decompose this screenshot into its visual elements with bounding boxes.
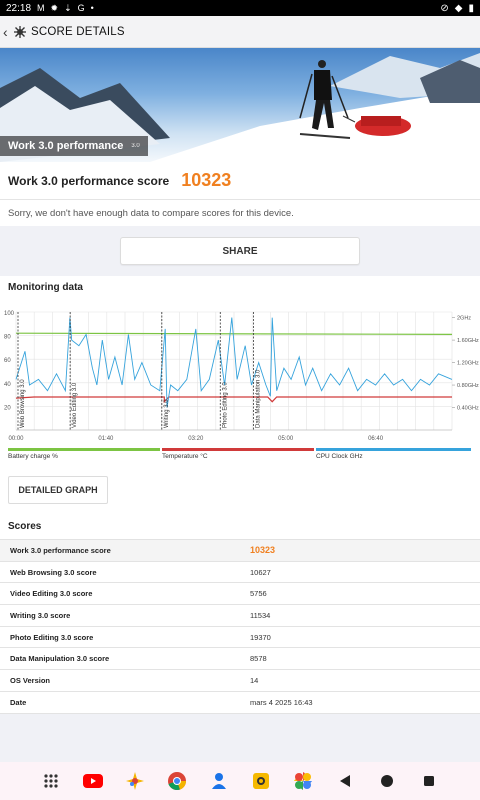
- hero-image: [0, 53, 480, 162]
- back-icon[interactable]: [334, 770, 356, 792]
- row-value: 10627: [250, 567, 271, 577]
- gmail-icon: M: [37, 3, 45, 13]
- dot-icon: •: [90, 3, 94, 13]
- row-label: OS Version: [10, 675, 51, 685]
- monitoring-title: Monitoring data: [8, 282, 83, 293]
- hero-version: 3.0: [131, 143, 140, 149]
- y-left-tick-label: 100: [4, 311, 15, 317]
- detailed-graph-button[interactable]: DETAILED GRAPH: [8, 476, 108, 504]
- google-icon: G: [77, 3, 85, 13]
- legend-battery-label: Battery charge %: [8, 453, 58, 460]
- nav-bar: [0, 762, 480, 800]
- y-left-tick-label: 40: [4, 382, 11, 388]
- share-button[interactable]: SHARE: [120, 237, 360, 265]
- x-tick-label: 03:20: [188, 436, 204, 442]
- test-marker-label: Data Manipulation 3.0: [256, 369, 262, 428]
- app-bar: ‹ SCORE DETAILS: [0, 16, 480, 48]
- y-left-tick-label: 80: [4, 335, 11, 341]
- monitoring-section: Monitoring data 100 80 60 40 20 2GHz 1.60GHz 1.…: [0, 276, 480, 514]
- series-line-battery: [15, 332, 453, 335]
- wifi-icon: ◆: [454, 2, 463, 14]
- photos-icon[interactable]: [292, 770, 314, 792]
- y-right-tick-label: 1.20GHz: [457, 361, 479, 367]
- clock: 22:18: [6, 2, 32, 14]
- table-row: Data Manipulation 3.0 score 8578: [0, 648, 480, 671]
- y-right-tick-label: 0.80GHz: [457, 383, 479, 389]
- contacts-icon[interactable]: [208, 770, 230, 792]
- legend-temperature-swatch: [162, 448, 314, 451]
- row-value: 19370: [250, 632, 271, 642]
- youtube-icon[interactable]: [82, 770, 104, 792]
- hero-banner: Work 3.0 performance 3.0: [0, 48, 480, 162]
- series-line-cpu: [15, 317, 453, 408]
- score-label: Work 3.0 performance score: [8, 173, 170, 188]
- legend-temperature-label: Temperature °C: [162, 453, 208, 460]
- y-right-tick-label: 2GHz: [457, 316, 471, 322]
- x-tick-label: 05:00: [278, 436, 294, 442]
- row-label: Work 3.0 performance score: [10, 545, 111, 555]
- y-left-tick-label: 20: [4, 405, 11, 411]
- score-value: 10323: [181, 170, 232, 190]
- y-left-tick-label: 60: [4, 358, 11, 364]
- row-value: 5756: [250, 589, 267, 599]
- legend-battery-swatch: [8, 448, 160, 451]
- table-row: Writing 3.0 score 11534: [0, 605, 480, 627]
- scores-title: Scores: [0, 514, 480, 540]
- row-label: Video Editing 3.0 score: [10, 589, 93, 599]
- row-value: mars 4 2025 16:43: [250, 697, 313, 707]
- mute-icon: ⊘: [440, 2, 449, 14]
- battery-icon: ▮: [468, 2, 474, 14]
- monitoring-chart: 100 80 60 40 20 2GHz 1.60GHz 1.20GHz 0.80GHz 0.40…: [4, 311, 479, 442]
- compare-message: Sorry, we don't have enough data to comp…: [0, 200, 480, 226]
- launcher-icon[interactable]: [40, 770, 62, 792]
- row-label: Date: [10, 697, 27, 707]
- y-right-tick-label: 1.60GHz: [457, 338, 479, 344]
- x-tick-label: 00:00: [8, 436, 24, 442]
- table-row: Work 3.0 performance score 10323: [0, 540, 480, 562]
- row-label: Photo Editing 3.0 score: [10, 632, 94, 642]
- settings-icon: ✹: [50, 2, 59, 13]
- row-label: Writing 3.0 score: [10, 610, 71, 620]
- test-marker-label: Video Editing 3.0: [72, 382, 78, 428]
- table-row: OS Version 14: [0, 670, 480, 692]
- row-value: 14: [250, 675, 259, 685]
- row-label: Data Manipulation 3.0 score: [10, 654, 110, 664]
- legend-cpu: CPU Clock GHz: [316, 448, 471, 460]
- test-marker-label: Writing 3.0: [164, 399, 170, 428]
- back-chevron-icon[interactable]: ‹: [3, 23, 8, 40]
- status-bar: 22:18 M ✹ ⇣ G • ⊘ ◆ ▮: [0, 0, 480, 16]
- test-marker-label: Web Browsing 3.0: [20, 379, 26, 428]
- row-value: 8578: [250, 654, 267, 664]
- score-card: Work 3.0 performance score 10323: [0, 162, 480, 200]
- page-title: SCORE DETAILS: [31, 25, 125, 38]
- test-marker-label: Photo Editing 3.0: [222, 382, 228, 428]
- legend-cpu-swatch: [316, 448, 471, 451]
- y-right-tick-label: 0.40GHz: [457, 406, 479, 412]
- hero-label: Work 3.0 performance 3.0: [0, 136, 148, 156]
- recents-icon[interactable]: [418, 770, 440, 792]
- x-tick-label: 01:40: [98, 436, 114, 442]
- legend-temperature: Temperature °C: [162, 448, 314, 460]
- table-row: Video Editing 3.0 score 5756: [0, 583, 480, 606]
- hero-title: Work 3.0 performance: [8, 140, 124, 152]
- table-row: Web Browsing 3.0 score 10627: [0, 561, 480, 584]
- app-logo-icon: [14, 25, 26, 38]
- download-icon: ⇣: [64, 2, 72, 13]
- chrome-icon[interactable]: [166, 770, 188, 792]
- table-row: Photo Editing 3.0 score 19370: [0, 626, 480, 649]
- camera-icon[interactable]: [250, 770, 272, 792]
- assistant-icon[interactable]: [124, 770, 146, 792]
- row-value: 10323: [250, 545, 276, 556]
- scores-table: Work 3.0 performance score 10323 Web Brow…: [0, 540, 480, 714]
- legend-cpu-label: CPU Clock GHz: [316, 453, 363, 460]
- table-row: Date mars 4 2025 16:43: [0, 691, 480, 714]
- row-value: 11534: [250, 610, 271, 620]
- x-tick-label: 06:40: [368, 436, 384, 442]
- home-icon[interactable]: [376, 770, 398, 792]
- legend-battery: Battery charge %: [8, 448, 160, 460]
- row-label: Web Browsing 3.0 score: [10, 567, 97, 577]
